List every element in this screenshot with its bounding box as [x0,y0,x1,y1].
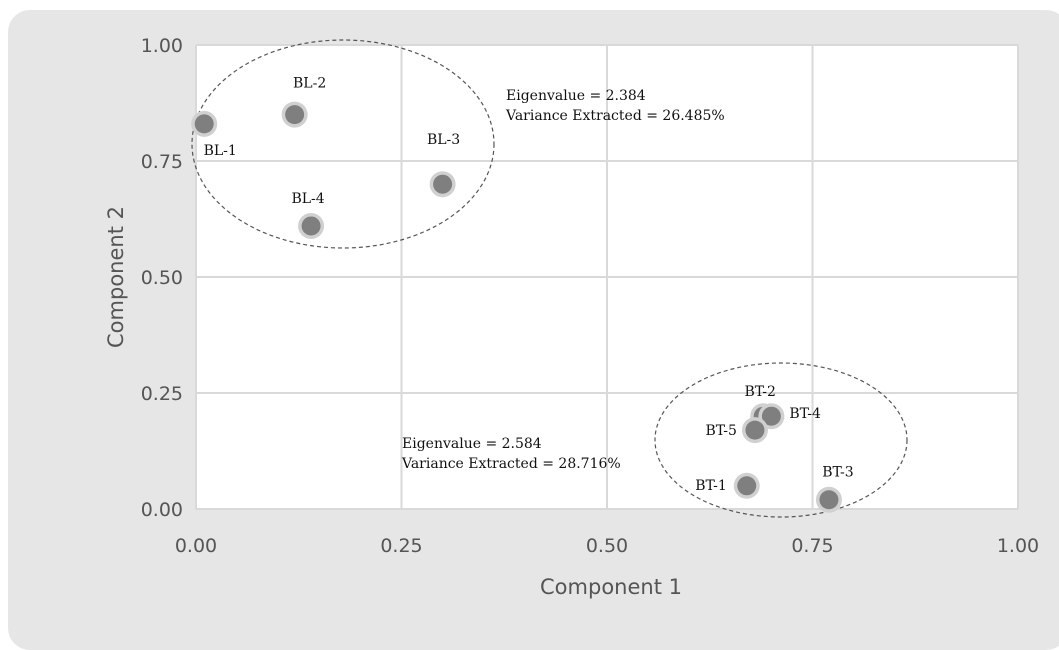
data-point [733,472,760,499]
data-point-marker [737,476,757,496]
annotation-bt-variance: Variance Extracted = 28.716% [401,456,621,472]
data-point-marker [433,174,453,194]
data-point-marker [745,420,765,440]
data-point-label: BL-4 [291,191,324,207]
annotation-bl-eigenvalue: Eigenvalue = 2.384 [506,88,646,104]
x-tick-label: 0.00 [175,535,217,557]
data-point-label: BT-1 [695,478,726,494]
data-point-label: BL-3 [427,132,460,148]
x-axis-title: Component 1 [540,575,682,599]
data-point-marker [819,490,839,510]
y-tick-label: 0.00 [141,499,183,521]
data-point [191,110,218,137]
cluster-ellipse-bl [191,39,495,249]
annotation-bl-variance: Variance Extracted = 26.485% [505,108,725,124]
x-tick-label: 0.75 [791,535,833,557]
data-point-marker [194,114,214,134]
data-point-marker [761,406,781,426]
y-tick-label: 1.00 [141,35,183,57]
data-point-label: BL-2 [293,76,326,92]
x-tick-label: 1.00 [997,535,1039,557]
data-points [191,101,842,513]
y-tick-label: 0.50 [141,267,183,289]
data-point [298,212,325,239]
y-tick-label: 0.25 [141,383,183,405]
data-point-label: BT-2 [744,384,775,400]
data-point [815,486,842,513]
data-point [741,417,768,444]
data-point-label: BT-4 [789,406,821,422]
data-point [281,101,308,128]
data-point-label: BT-5 [705,423,736,439]
annotation-bt-eigenvalue: Eigenvalue = 2.584 [402,436,542,452]
cluster-ellipses [191,39,908,518]
x-tick-label: 0.25 [380,535,422,557]
point-labels: BL-1 BL-2 BL-3 BL-4 BT-1 BT-2 BT-3 BT-4 BT-5 [204,76,854,494]
y-axis-title: Component 2 [104,206,128,348]
y-tick-label: 0.75 [141,151,183,173]
x-tick-labels: 0.00 0.25 0.50 0.75 1.00 [175,535,1039,557]
x-tick-label: 0.50 [586,535,628,557]
data-point-marker [285,105,305,125]
y-tick-labels: 0.00 0.25 0.50 0.75 1.00 [141,35,183,521]
data-point-marker [301,216,321,236]
cluster-ellipse-bt [654,362,908,518]
data-point-label: BT-3 [822,465,853,481]
data-point [429,171,456,198]
data-point-label: BL-1 [204,143,237,159]
